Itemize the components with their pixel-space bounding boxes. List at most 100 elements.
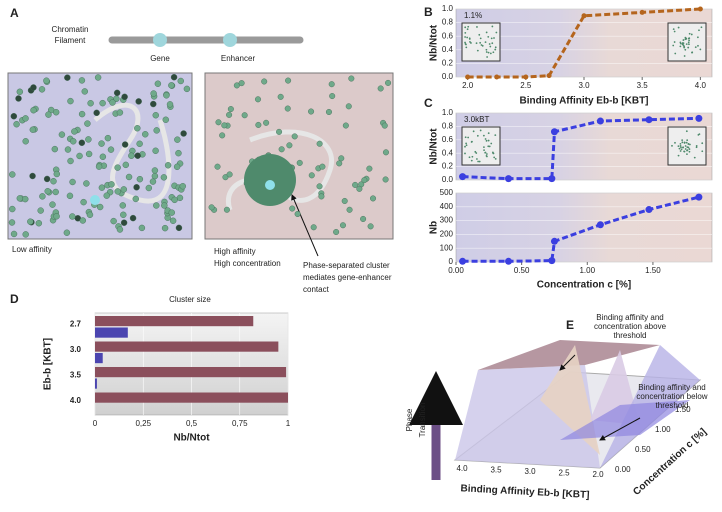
inset-dot bbox=[685, 130, 688, 133]
gene-label: Gene bbox=[150, 54, 170, 63]
bead bbox=[86, 211, 94, 218]
inset-dot bbox=[701, 150, 704, 153]
bead bbox=[30, 84, 37, 91]
bead bbox=[318, 193, 325, 200]
y-tick-label: 500 bbox=[440, 188, 454, 197]
y-tick-label: 200 bbox=[440, 230, 454, 239]
bead bbox=[121, 141, 129, 148]
y-tick-label: 0.2 bbox=[442, 162, 454, 171]
bead bbox=[183, 85, 191, 93]
panel-letter: B bbox=[424, 5, 433, 19]
bead bbox=[79, 217, 87, 224]
inset-dot bbox=[465, 46, 468, 49]
inset-dot bbox=[679, 145, 682, 147]
bead bbox=[132, 195, 139, 203]
x-tick-label: 0 bbox=[93, 419, 98, 428]
inset-dot bbox=[491, 42, 494, 45]
inset-dot bbox=[674, 52, 677, 55]
inset-dot bbox=[679, 142, 682, 145]
bead bbox=[221, 122, 228, 129]
annotation: 1.1% bbox=[464, 11, 482, 20]
inset-dot bbox=[484, 41, 487, 44]
inset-dot bbox=[677, 154, 680, 157]
inset-dot bbox=[694, 46, 697, 49]
bead bbox=[154, 80, 162, 87]
bar bbox=[95, 352, 103, 364]
point bbox=[550, 237, 558, 245]
point bbox=[459, 173, 467, 181]
inset-dot bbox=[464, 136, 467, 139]
inset-dot bbox=[700, 26, 703, 29]
bead bbox=[35, 220, 43, 227]
bead bbox=[99, 153, 107, 160]
y-tick-label: 0.50 bbox=[635, 445, 651, 454]
inset-dot bbox=[677, 145, 680, 148]
panel-letter: A bbox=[10, 6, 19, 20]
gene-bead bbox=[265, 180, 275, 190]
bead bbox=[308, 172, 315, 179]
inset-dot bbox=[466, 28, 469, 31]
inset-dot bbox=[472, 130, 475, 133]
bead bbox=[128, 152, 135, 159]
inset-dot bbox=[475, 42, 478, 45]
bead bbox=[381, 122, 388, 129]
inset-dot bbox=[495, 31, 498, 34]
x-label: Binding Affinity Eb-b [KBT] bbox=[460, 483, 589, 501]
inset-dot bbox=[684, 145, 687, 147]
bead bbox=[64, 146, 72, 153]
inset-dot bbox=[491, 25, 494, 28]
inset-dot bbox=[688, 150, 691, 153]
inset-dot bbox=[681, 42, 684, 44]
bead bbox=[22, 115, 29, 122]
bead bbox=[151, 172, 159, 180]
x-tick-label: 0,75 bbox=[232, 419, 248, 428]
bead bbox=[10, 113, 18, 120]
inset-dot bbox=[671, 144, 673, 147]
inset-dot bbox=[479, 129, 482, 132]
bead bbox=[319, 163, 326, 170]
inset-dot bbox=[485, 139, 488, 142]
inset-dot bbox=[488, 145, 491, 148]
inset-dot bbox=[487, 35, 490, 38]
bead bbox=[70, 138, 77, 145]
inset-dot bbox=[674, 141, 676, 144]
bead bbox=[173, 163, 181, 170]
bead bbox=[39, 193, 46, 200]
bead bbox=[50, 178, 57, 185]
inset-dot bbox=[483, 146, 485, 149]
bead bbox=[43, 175, 51, 183]
point bbox=[645, 116, 653, 124]
bead bbox=[66, 192, 74, 200]
x-tick-label: 3.5 bbox=[637, 81, 649, 90]
inset-dot bbox=[486, 56, 489, 58]
inset-dot bbox=[476, 26, 478, 28]
annotation: Binding affinity and bbox=[596, 313, 663, 322]
x-tick-label: 3.0 bbox=[578, 81, 590, 90]
inset bbox=[667, 126, 707, 166]
inset-dot bbox=[672, 28, 675, 30]
bead bbox=[27, 218, 34, 225]
inset-dot bbox=[686, 153, 688, 156]
bead bbox=[277, 93, 284, 100]
bead bbox=[44, 188, 51, 195]
bead bbox=[296, 159, 303, 166]
bead bbox=[168, 209, 175, 216]
bead bbox=[255, 121, 262, 128]
inset-dot bbox=[487, 145, 490, 148]
inset-dot bbox=[484, 151, 487, 154]
bead bbox=[214, 163, 221, 170]
bead bbox=[219, 132, 226, 139]
inset-dot bbox=[480, 44, 483, 46]
bead bbox=[15, 95, 22, 102]
bead bbox=[81, 88, 88, 95]
inset-dot bbox=[684, 148, 687, 150]
bead bbox=[170, 74, 178, 81]
y-tick-label: 3.0 bbox=[70, 345, 82, 354]
inset-dot bbox=[688, 148, 691, 150]
enhancer-label: Enhancer bbox=[221, 54, 256, 63]
bead bbox=[22, 195, 29, 203]
bead bbox=[94, 74, 102, 81]
bead bbox=[382, 176, 389, 183]
y-axis-label: Eb-b [KBT] bbox=[43, 338, 54, 390]
inset-dot bbox=[468, 156, 471, 159]
